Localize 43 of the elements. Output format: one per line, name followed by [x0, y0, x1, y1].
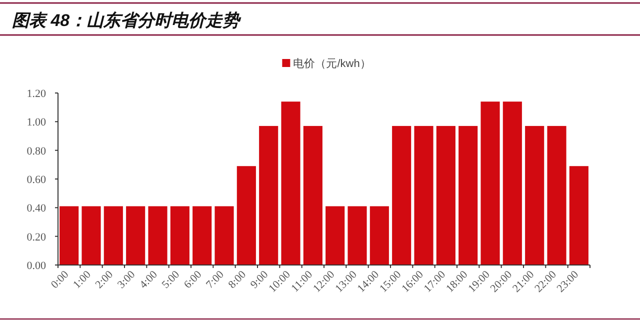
bar — [214, 206, 234, 265]
bar — [303, 126, 322, 265]
bar — [502, 102, 522, 265]
bar — [104, 206, 123, 265]
x-tick-label: 0:00 — [48, 268, 72, 291]
bar — [436, 126, 456, 265]
y-tick-label: 1.00 — [26, 116, 46, 129]
x-tick-label: 2:00 — [93, 268, 116, 291]
y-tick-label: 0.80 — [26, 145, 46, 158]
bar — [569, 166, 588, 265]
y-tick-label: 0.00 — [26, 260, 46, 272]
bar — [60, 206, 79, 265]
x-tick-label: 1:00 — [71, 268, 94, 291]
y-tick-label: 0.20 — [26, 231, 46, 244]
bar — [170, 206, 190, 265]
bar — [480, 102, 500, 265]
x-tick-label: 3:00 — [115, 268, 138, 291]
bar — [392, 126, 412, 265]
bar — [192, 206, 212, 265]
bar — [525, 126, 544, 265]
bar — [259, 126, 278, 265]
bar — [148, 206, 168, 265]
bar — [348, 206, 367, 265]
y-tick-label: 0.40 — [26, 202, 46, 215]
y-tick-label: 1.20 — [26, 88, 46, 100]
legend-label: 电价（元/kwh） — [293, 57, 371, 70]
x-tick-label: 5:00 — [160, 268, 182, 291]
bar — [126, 206, 146, 265]
bar — [370, 206, 389, 265]
chart-title: 图表 48：山东省分时电价走势 — [12, 11, 242, 30]
bar — [414, 126, 434, 265]
bar — [458, 126, 478, 265]
x-tick-label: 8:00 — [226, 268, 249, 291]
x-tick-label: 6:00 — [182, 268, 205, 291]
bar — [547, 126, 566, 265]
bar — [281, 102, 300, 265]
bar — [82, 206, 101, 265]
bar — [326, 206, 345, 265]
bar — [236, 166, 256, 265]
legend: 电价（元/kwh） — [282, 58, 371, 70]
y-tick-label: 0.60 — [26, 174, 46, 186]
x-tick-label: 4:00 — [138, 268, 160, 291]
x-tick-label: 7:00 — [204, 268, 227, 291]
